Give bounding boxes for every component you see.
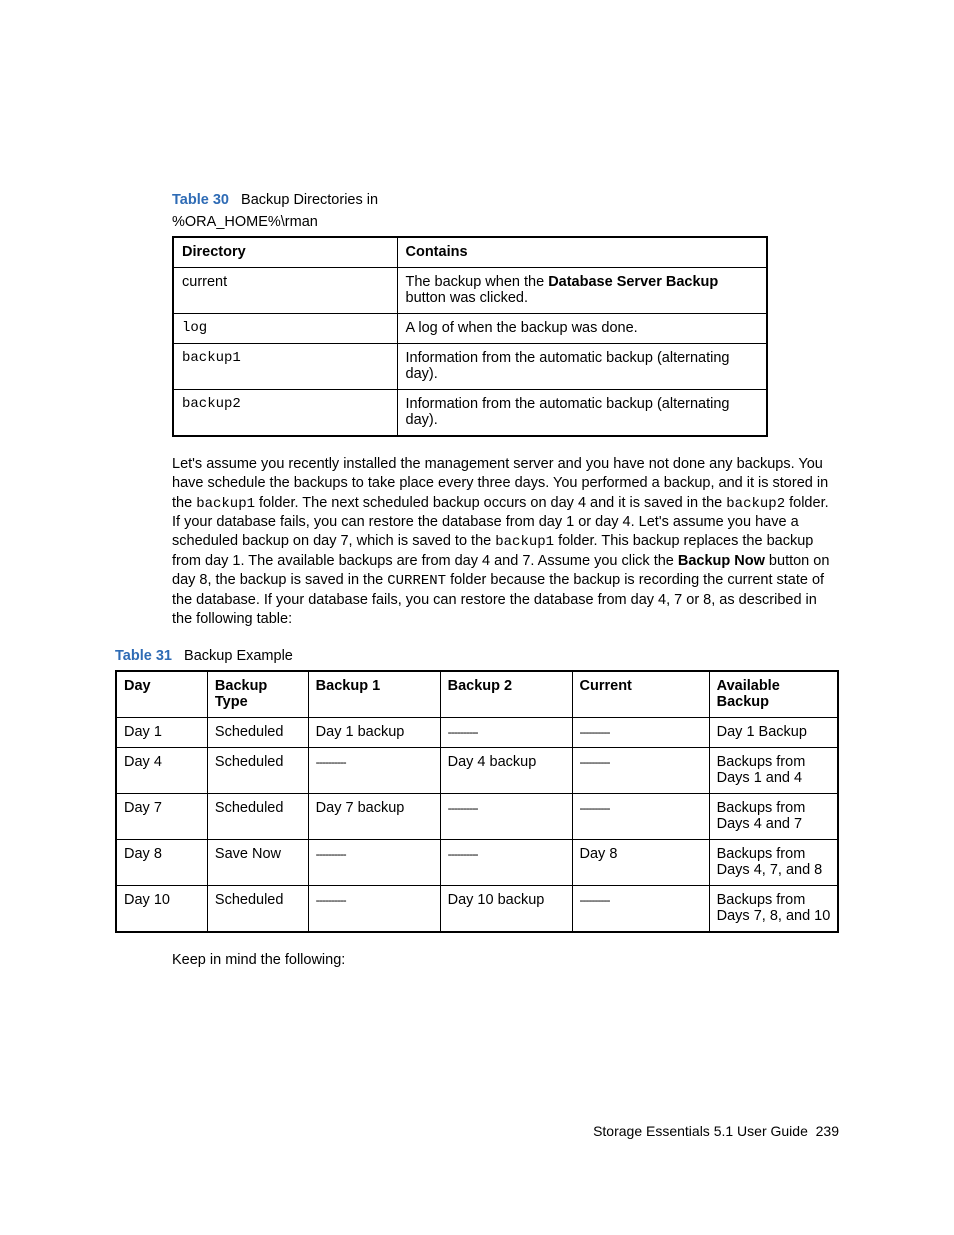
inline-code: backup1 (495, 534, 554, 550)
dash-placeholder: ---------- (580, 725, 610, 739)
td-available: Backups from Days 4, 7, and 8 (709, 839, 838, 885)
td-backup2: ---------- (440, 793, 572, 839)
td-directory: current (173, 268, 397, 314)
th-contains: Contains (397, 237, 767, 268)
footer-page: 239 (816, 1123, 839, 1139)
td-backup2: Day 10 backup (440, 885, 572, 932)
dash-placeholder: ---------- (316, 755, 346, 769)
td-contains: The backup when the Database Server Back… (397, 268, 767, 314)
td-type: Scheduled (207, 747, 308, 793)
td-current: ---------- (572, 717, 709, 747)
td-directory: backup1 (173, 344, 397, 390)
inline-code: backup1 (196, 496, 255, 512)
td-backup2: ---------- (440, 839, 572, 885)
td-backup1: ---------- (308, 839, 440, 885)
th-day: Day (116, 671, 207, 718)
td-current: ---------- (572, 747, 709, 793)
td-available: Day 1 Backup (709, 717, 838, 747)
td-available: Backups from Days 1 and 4 (709, 747, 838, 793)
dash-placeholder: ---------- (316, 847, 346, 861)
table-31-title: Backup Example (184, 648, 293, 664)
th-backup-2: Backup 2 (440, 671, 572, 718)
td-current: ---------- (572, 793, 709, 839)
table-30-label: Table 30 (172, 192, 229, 208)
td-backup1: Day 1 backup (308, 717, 440, 747)
td-type: Scheduled (207, 793, 308, 839)
dash-placeholder: ---------- (580, 801, 610, 815)
table-31-label: Table 31 (115, 648, 172, 664)
inline-bold: Database Server Backup (548, 274, 718, 290)
td-day: Day 10 (116, 885, 207, 932)
th-backup-1: Backup 1 (308, 671, 440, 718)
table-31-caption: Table 31 Backup Example (115, 648, 839, 664)
table-30-caption: Table 30 Backup Directories in (172, 192, 839, 208)
dash-placeholder: ---------- (316, 893, 346, 907)
td-available: Backups from Days 4 and 7 (709, 793, 838, 839)
table-31: Day Backup Type Backup 1 Backup 2 Curren… (115, 670, 839, 933)
footer-text: Storage Essentials 5.1 User Guide (593, 1123, 808, 1139)
table-30-subtitle: %ORA_HOME%\rman (172, 214, 839, 230)
page-footer: Storage Essentials 5.1 User Guide 239 (593, 1123, 839, 1139)
inline-bold: Backup Now (678, 553, 765, 569)
td-type: Scheduled (207, 885, 308, 932)
td-day: Day 8 (116, 839, 207, 885)
dash-placeholder: ---------- (448, 801, 478, 815)
inline-code: backup2 (726, 496, 785, 512)
dash-placeholder: ---------- (448, 847, 478, 861)
table-30-title: Backup Directories in (241, 192, 378, 208)
td-backup1: Day 7 backup (308, 793, 440, 839)
td-type: Scheduled (207, 717, 308, 747)
th-available: Available Backup (709, 671, 838, 718)
table-30: Directory Contains currentThe backup whe… (172, 236, 768, 437)
inline-code: CURRENT (387, 573, 446, 589)
td-directory: log (173, 314, 397, 344)
td-backup1: ---------- (308, 885, 440, 932)
th-backup-type: Backup Type (207, 671, 308, 718)
th-current: Current (572, 671, 709, 718)
td-contains: Information from the automatic backup (a… (397, 390, 767, 437)
body-paragraph: Let's assume you recently installed the … (172, 455, 839, 630)
td-backup1: ---------- (308, 747, 440, 793)
dash-placeholder: ---------- (580, 755, 610, 769)
dash-placeholder: ---------- (448, 725, 478, 739)
td-available: Backups from Days 7, 8, and 10 (709, 885, 838, 932)
th-directory: Directory (173, 237, 397, 268)
td-day: Day 7 (116, 793, 207, 839)
closing-text: Keep in mind the following: (172, 951, 839, 970)
td-type: Save Now (207, 839, 308, 885)
td-directory: backup2 (173, 390, 397, 437)
td-backup2: ---------- (440, 717, 572, 747)
td-contains: A log of when the backup was done. (397, 314, 767, 344)
td-day: Day 4 (116, 747, 207, 793)
dash-placeholder: ---------- (580, 893, 610, 907)
td-current: Day 8 (572, 839, 709, 885)
td-contains: Information from the automatic backup (a… (397, 344, 767, 390)
td-day: Day 1 (116, 717, 207, 747)
td-current: ---------- (572, 885, 709, 932)
td-backup2: Day 4 backup (440, 747, 572, 793)
